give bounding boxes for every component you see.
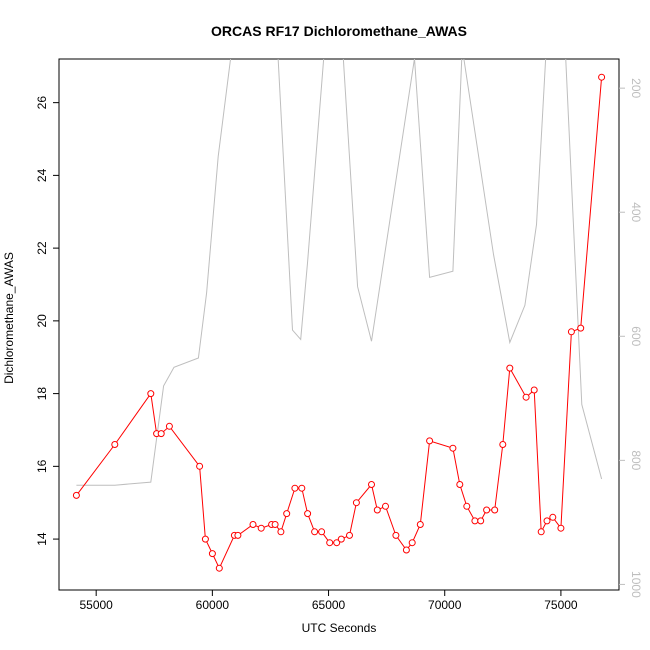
y-tick-label: 26 <box>35 96 49 110</box>
x-tick-label: 55000 <box>79 598 113 612</box>
x-axis-label: UTC Seconds <box>302 621 377 635</box>
data-point <box>257 524 265 532</box>
y-tick-label: 14 <box>35 532 49 546</box>
data-point <box>215 564 223 572</box>
data-point <box>416 521 424 528</box>
data-point <box>234 531 242 539</box>
data-point <box>402 546 410 554</box>
y-tick-label: 16 <box>35 459 49 473</box>
data-point <box>208 550 216 558</box>
data-point <box>147 390 155 398</box>
data-point <box>165 422 173 430</box>
series-line-primary <box>76 77 603 570</box>
data-point <box>326 539 334 547</box>
data-point <box>283 510 291 518</box>
y-tick-label: 24 <box>35 168 49 182</box>
data-point <box>392 531 400 539</box>
series-line-secondary <box>76 59 603 486</box>
data-point <box>201 535 209 543</box>
data-point <box>277 528 285 536</box>
series-layer <box>72 59 606 572</box>
y-axis-label: Dichloromethane_AWAS <box>2 252 16 384</box>
x-tick-label: 70000 <box>428 598 462 612</box>
y2-tick-label: 600 <box>629 326 643 346</box>
data-point <box>471 517 479 525</box>
data-point <box>567 328 575 336</box>
data-point <box>304 510 312 518</box>
data-point <box>111 441 119 448</box>
data-point <box>408 539 416 547</box>
x-tick-label: 60000 <box>196 598 230 612</box>
data-point <box>456 481 464 488</box>
data-point <box>477 517 485 525</box>
data-point <box>598 73 606 81</box>
y2-tick-label: 1000 <box>629 571 643 598</box>
data-point <box>333 539 341 547</box>
data-point <box>483 506 491 514</box>
y2-tick-label: 400 <box>629 202 643 222</box>
data-point <box>72 491 80 499</box>
data-point <box>157 430 165 438</box>
data-point <box>311 528 319 536</box>
data-point <box>577 324 585 332</box>
data-point <box>449 444 457 452</box>
x-tick-label: 65000 <box>312 598 346 612</box>
y-tick-label: 18 <box>35 387 49 401</box>
data-point <box>373 506 381 514</box>
data-point <box>298 484 306 492</box>
data-point <box>543 517 551 525</box>
data-point <box>196 462 204 470</box>
data-point <box>249 521 257 528</box>
data-point <box>549 513 557 521</box>
data-point <box>426 437 434 445</box>
data-point <box>557 524 565 532</box>
data-point <box>318 528 326 536</box>
data-point <box>337 535 345 543</box>
data-point <box>271 521 279 528</box>
secondary-y-axis: 200 400 600 800 1000 <box>619 78 643 598</box>
y2-tick-label: 800 <box>629 450 643 470</box>
chart-title: ORCAS RF17 Dichloromethane_AWAS <box>211 23 467 39</box>
data-point <box>346 531 353 539</box>
data-point <box>368 481 375 488</box>
y-tick-label: 20 <box>35 314 49 328</box>
data-point <box>537 528 545 536</box>
data-point <box>463 502 471 510</box>
data-point <box>499 441 507 448</box>
data-point <box>352 499 360 507</box>
data-point <box>522 393 530 401</box>
x-tick-label: 75000 <box>544 598 578 612</box>
x-axis: 55000 60000 65000 70000 75000 <box>79 590 578 612</box>
data-point <box>491 506 499 514</box>
plot-frame <box>58 58 620 591</box>
y-axis: 14 16 18 20 22 24 26 <box>35 96 59 546</box>
y-tick-label: 22 <box>35 241 49 255</box>
data-point <box>291 484 299 492</box>
data-point <box>530 386 538 394</box>
data-point <box>506 364 514 372</box>
data-point <box>382 502 389 510</box>
y2-tick-label: 200 <box>629 78 643 98</box>
